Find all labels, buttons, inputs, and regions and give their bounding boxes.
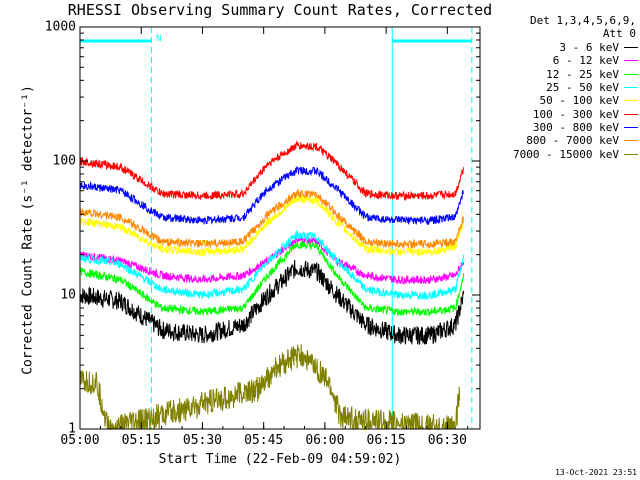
legend-swatch-1 [624,60,638,62]
legend-label-4: 50 - 100 keV [539,94,619,108]
legend-label-8: 7000 - 15000 keV [513,147,619,161]
series-line-6 [79,166,465,226]
legend-label-5: 100 - 300 keV [532,107,619,121]
legend-item-7: 800 - 7000 keV [478,134,638,147]
legend-item-0: 3 - 6 keV [478,41,638,54]
y-tick-label-2: 100 [52,153,76,169]
legend-item-2: 12 - 25 keV [478,68,638,81]
legend-item-1: 6 - 12 keV [478,54,638,67]
x-tick-label-3: 05:45 [244,433,284,448]
legend-label-3: 25 - 50 keV [546,81,619,95]
x-tick-label-0: 05:00 [60,433,100,448]
timestamp: 13-Oct-2021 23:51 [555,468,637,477]
legend-item-6: 300 - 800 keV [478,121,638,134]
x-tick-label-5: 06:15 [366,433,406,448]
legend-swatch-7 [624,140,638,142]
chart-title: RHESSI Observing Summary Count Rates, Co… [67,1,493,19]
y-tick-label-1: 10 [60,287,76,303]
legend-item-4: 50 - 100 keV [478,94,638,107]
series-line-0 [79,260,465,346]
legend-header-line-2: Att 0 [602,27,636,40]
series-line-4 [79,194,465,258]
legend-swatch-2 [624,73,638,75]
x-tick-label-4: 06:00 [305,433,345,448]
x-tick-label-2: 05:30 [182,433,223,448]
legend-swatch-8 [624,153,638,155]
legend-label-7: 800 - 7000 keV [526,134,619,148]
legend-item-5: 100 - 300 keV [478,107,638,121]
legend-swatch-5 [624,113,638,115]
legend-swatch-0 [624,47,638,49]
legend: 3 - 6 keV 6 - 12 keV 12 - 25 keV 25 - 50 ke… [478,41,638,161]
legend-swatch-3 [624,87,638,89]
marker-label: N [156,34,162,44]
legend-label-0: 3 - 6 keV [559,41,619,55]
series-line-3 [79,229,465,301]
legend-header: Det 1,3,4,5,6,9, Att 0 [510,14,636,40]
legend-header-line-1: Det 1,3,4,5,6,9, [530,14,636,27]
y-tick-label-3: 1000 [44,19,76,35]
plot-frame [79,26,481,430]
x-tick-label-6: 06:30 [427,433,467,448]
y-axis-label: Corrected Count Rate (s⁻¹ detector⁻¹) [20,85,36,375]
series-line-7 [79,189,465,250]
x-axis-label: Start Time (22-Feb-09 04:59:02) [158,452,402,467]
x-tick-label-1: 05:15 [121,433,161,448]
legend-label-6: 300 - 800 keV [532,120,619,134]
legend-item-8: 7000 - 15000 keV [478,147,638,161]
legend-swatch-4 [624,100,638,102]
series-line-8 [79,344,461,431]
legend-item-3: 25 - 50 keV [478,81,638,94]
legend-label-1: 6 - 12 keV [552,54,619,68]
legend-label-2: 12 - 25 keV [546,67,619,81]
legend-swatch-6 [624,126,638,128]
series-line-5 [79,140,465,202]
y-tick-label-0: 1 [68,421,76,437]
series-line-2 [79,239,465,317]
